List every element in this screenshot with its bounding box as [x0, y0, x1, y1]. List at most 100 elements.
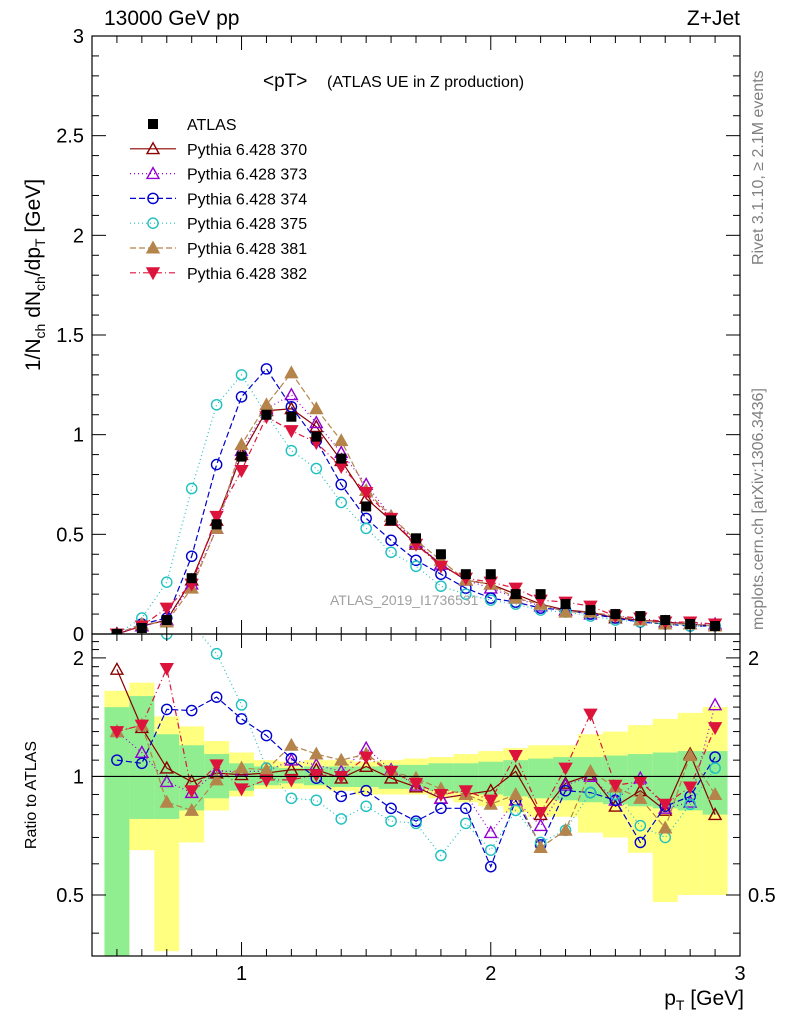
ratio-point-373 — [682, 794, 698, 808]
series-point-374 — [385, 534, 397, 547]
ratio-point-382 — [358, 751, 374, 765]
ratio-point-382 — [159, 662, 174, 676]
ratio-point-382 — [658, 798, 673, 812]
analysis-watermark: ATLAS_2019_I1736531 — [330, 592, 479, 608]
ratio-point-381 — [159, 794, 174, 808]
ratio-point-382 — [433, 788, 449, 802]
x-tick-label: 3 — [734, 963, 745, 985]
ratio-tick-label: 2 — [73, 648, 84, 670]
ratio-line-375 — [165, 634, 716, 857]
series-point-375 — [160, 576, 173, 588]
ratio-y-axis-title: Ratio to ATLAS — [23, 741, 40, 849]
ratio-point-375 — [235, 699, 248, 711]
ratio-point-382 — [533, 806, 548, 820]
axes: 0 0.5 1 1.5 2 2.5 3 1 2 3 0.5 0.5 1 2 2 — [56, 26, 776, 985]
ratio-point-375 — [360, 800, 372, 813]
ratio-point-381 — [682, 748, 698, 762]
ratio-point-375 — [335, 813, 348, 825]
ratio-point-382 — [583, 708, 598, 722]
rivet-version-label: Rivet 3.1.10, ≥ 2.1M events — [750, 70, 767, 265]
series-point-381 — [234, 437, 249, 451]
atlas-data-point — [460, 569, 471, 580]
atlas-data-point — [585, 605, 596, 616]
series-point-373 — [284, 387, 299, 401]
legend-label-370: Pythia 6.428 370 — [187, 142, 307, 159]
y-tick-label: 3 — [73, 26, 84, 48]
ratio-point-374 — [385, 802, 397, 815]
ratio-point-374 — [136, 757, 148, 770]
ratio-point-381 — [209, 772, 224, 786]
legend-marker-375 — [147, 217, 159, 229]
series-point-375 — [210, 398, 223, 411]
series-point-382 — [209, 510, 224, 524]
ratio-point-382 — [483, 794, 498, 808]
legend-marker-381 — [145, 240, 161, 254]
ratio-band-layer — [104, 682, 728, 956]
ratio-point-375 — [187, 618, 197, 628]
atlas-data-point — [660, 615, 671, 626]
x-tick-label: 1 — [236, 963, 247, 985]
ratio-point-374 — [160, 703, 173, 716]
atlas-data-point — [336, 453, 347, 464]
legend-label-373: Pythia 6.428 373 — [187, 167, 307, 184]
ratio-point-374 — [559, 784, 572, 797]
y-tick-label: 2 — [73, 225, 84, 247]
ratio-point-370 — [707, 807, 723, 821]
ratio-point-374 — [709, 751, 721, 763]
series-point-375 — [335, 496, 348, 509]
y-tick-label: 2.5 — [56, 126, 84, 148]
atlas-data-point — [311, 431, 322, 442]
ratio-point-375 — [634, 819, 647, 832]
mcplots-label: mcplots.cern.ch [arXiv:1306.3436] — [750, 388, 767, 630]
ratio-point-382 — [608, 779, 623, 793]
series-point-374 — [260, 363, 273, 375]
series-point-381 — [259, 397, 274, 411]
atlas-data-point — [510, 589, 521, 600]
atlas-data-point — [361, 501, 372, 512]
ratio-point-373 — [284, 752, 299, 766]
ratio-point-375 — [509, 804, 522, 817]
ratio-series-layer — [109, 618, 723, 873]
ratio-point-373 — [658, 800, 673, 814]
ratio-point-382 — [383, 765, 399, 779]
ratio-point-382 — [109, 726, 125, 740]
series-point-373 — [309, 415, 324, 429]
ratio-point-382 — [284, 774, 299, 788]
series-point-374 — [185, 550, 198, 563]
series-point-382 — [234, 465, 249, 478]
ratio-point-374 — [235, 713, 248, 725]
ratio-point-381 — [334, 752, 349, 766]
atlas-data-point — [485, 569, 496, 580]
atlas-data-point — [635, 611, 646, 622]
energy-label: 13000 GeV pp — [104, 7, 239, 30]
ratio-point-374 — [484, 860, 497, 873]
title-suffix: (ATLAS UE in Z production) — [327, 74, 524, 91]
ratio-point-374 — [335, 790, 348, 803]
ratio-point-381 — [284, 737, 299, 751]
x-tick-label: 2 — [485, 963, 496, 985]
ratio-point-382 — [259, 774, 274, 788]
legend-label-381: Pythia 6.428 381 — [187, 241, 307, 258]
ratio-band-green — [528, 758, 554, 799]
legend: ATLAS Pythia 6.428 370 Pythia 6.428 373 Pyt… — [130, 117, 307, 283]
ratio-point-370 — [558, 775, 573, 789]
y-axis-title: 1/Nch dNch/dpT [GeV] — [22, 179, 48, 371]
ratio-point-382 — [134, 719, 150, 733]
ratio-point-382 — [209, 759, 224, 773]
legend-marker-382 — [145, 267, 161, 281]
legend-marker-374 — [147, 192, 159, 205]
ratio-band-green — [702, 751, 728, 815]
ratio-point-381 — [707, 787, 723, 800]
ratio-point-382 — [234, 783, 249, 797]
ratio-point-375 — [410, 817, 422, 830]
series-point-375 — [235, 369, 248, 381]
ratio-band-green — [104, 707, 130, 956]
atlas-data-point — [161, 615, 172, 626]
plot-title: <pT> (ATLAS UE in Z production) — [263, 71, 524, 92]
series-point-375 — [460, 588, 472, 600]
series-point-375 — [285, 444, 298, 457]
legend-marker-373 — [145, 166, 161, 180]
ratio-point-381 — [533, 840, 548, 854]
ratio-point-374 — [285, 752, 298, 765]
